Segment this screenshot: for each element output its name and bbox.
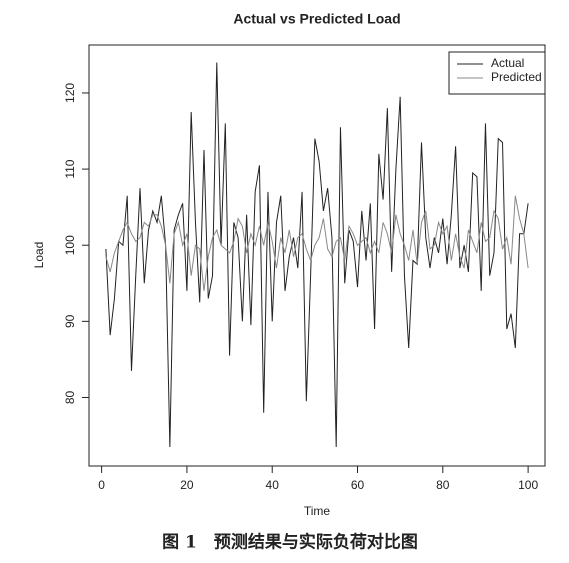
series-line	[105, 62, 529, 447]
x-tick-label: 60	[351, 478, 365, 492]
chart-title: Actual vs Predicted Load	[233, 11, 400, 27]
legend-label: Predicted	[491, 70, 542, 84]
x-axis-label: Time	[304, 504, 331, 518]
y-tick-label: 120	[63, 83, 77, 103]
x-tick-label: 40	[266, 478, 280, 492]
y-axis-label: Load	[32, 242, 46, 269]
plot-frame	[88, 44, 546, 467]
y-tick-label: 90	[63, 314, 77, 328]
x-tick-label: 80	[436, 478, 450, 492]
y-tick-label: 110	[63, 159, 77, 178]
y-tick-label: 80	[63, 390, 77, 404]
series-line	[105, 195, 529, 291]
figure-caption: 图 1 预测结果与实际负荷对比图	[162, 532, 418, 553]
x-tick-label: 20	[180, 478, 194, 492]
legend-label: Actual	[491, 56, 524, 70]
y-tick-label: 100	[63, 235, 77, 255]
legend-box	[448, 51, 546, 95]
x-tick-label: 100	[518, 478, 538, 492]
x-tick-label: 0	[98, 478, 105, 492]
